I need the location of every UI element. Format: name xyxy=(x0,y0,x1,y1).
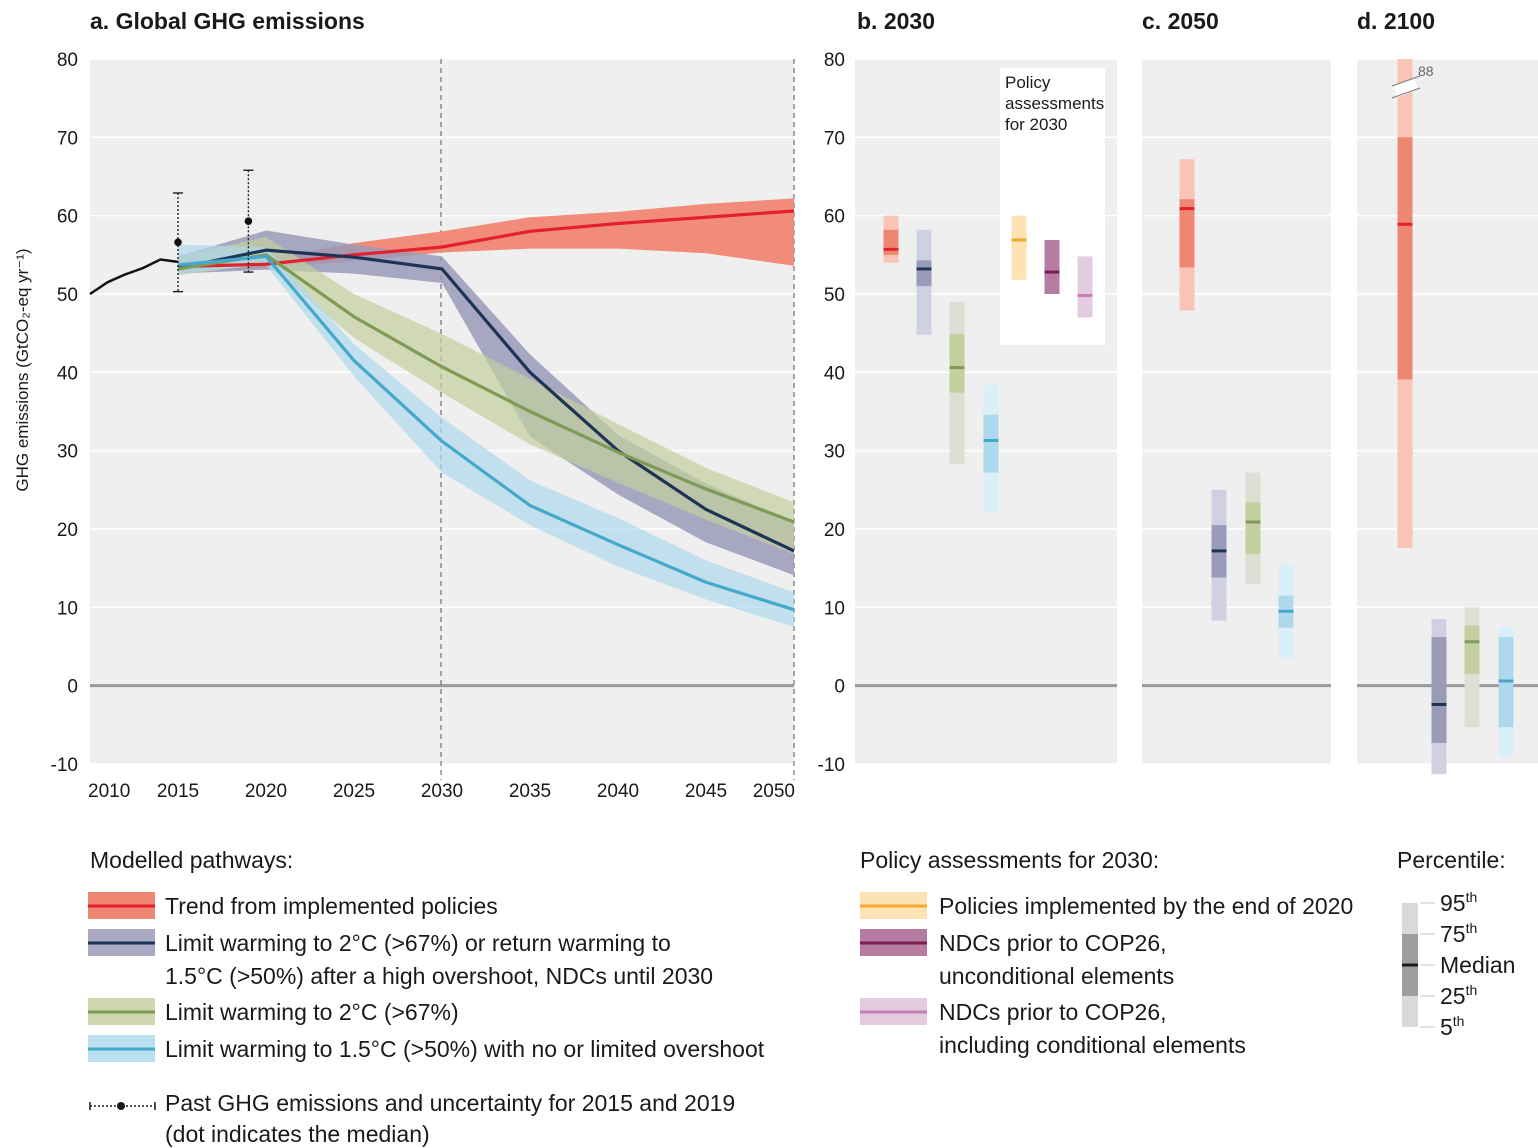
policy-label-orange: Policies implemented by the end of 2020 xyxy=(939,893,1353,919)
legend-label-blue: Limit warming to 1.5°C (>50%) with no or… xyxy=(165,1036,765,1062)
y-tick-label: 50 xyxy=(824,285,845,306)
historical-emissions-line xyxy=(89,258,179,296)
percentile-label: 75th xyxy=(1440,920,1477,947)
median-line-navy xyxy=(177,248,795,553)
break-value-label: 88 xyxy=(1418,63,1434,79)
percentile-boxes xyxy=(883,59,1514,775)
box-25-75-red xyxy=(1179,199,1195,268)
y-tick-label: 70 xyxy=(824,128,845,149)
percentile-label: 25th xyxy=(1440,982,1477,1009)
legend-label-red: Trend from implemented policies xyxy=(165,893,498,919)
panel-d-title: d. 2100 xyxy=(1357,8,1435,34)
policy-label-purple: NDCs prior to COP26, xyxy=(939,930,1167,956)
y-axis-label: GHG emissions (GtCO₂-eq yr⁻¹) xyxy=(13,248,32,491)
band-green xyxy=(178,236,794,555)
percentile-legend-title: Percentile: xyxy=(1397,847,1506,873)
y-tick-label: 30 xyxy=(57,442,78,463)
y-tick-label: 0 xyxy=(834,677,845,698)
median-line-blue xyxy=(177,254,795,612)
percentile-suffix: th xyxy=(1466,920,1478,936)
panel-a-title: a. Global GHG emissions xyxy=(90,8,365,34)
y-tick-label: 80 xyxy=(57,50,78,71)
y-tick-label: 0 xyxy=(67,677,78,698)
policy-box-line-3: for 2030 xyxy=(1005,115,1067,134)
percentile-suffix: th xyxy=(1453,1013,1465,1029)
y-tick-label: -10 xyxy=(51,755,78,776)
box-25-75-green xyxy=(1464,625,1480,674)
box-25-75-red xyxy=(1397,137,1413,380)
modelled-legend: Trend from implemented policies Limit war… xyxy=(88,892,765,1062)
policy-legend: Policies implemented by the end of 2020 N… xyxy=(860,892,1353,1058)
pathway-lines xyxy=(89,209,795,612)
past-legend-line-2: (dot indicates the median) xyxy=(165,1121,430,1147)
median-dot xyxy=(244,217,253,225)
policy-legend-title: Policy assessments for 2030: xyxy=(860,847,1159,873)
panel-b-title: b. 2030 xyxy=(857,8,935,34)
axis-break-mark xyxy=(1391,75,1421,99)
percentile-label: 5th xyxy=(1440,1013,1464,1040)
modelled-legend-title: Modelled pathways: xyxy=(90,847,293,873)
y-tick-label: 10 xyxy=(824,598,845,619)
policy-box-purple xyxy=(1044,239,1060,294)
x-tick-label: 2035 xyxy=(509,781,551,802)
box-25-75-red xyxy=(883,229,899,255)
legend-label-navy: 1.5°C (>50%) after a high overshoot, NDC… xyxy=(165,963,713,989)
past-emissions xyxy=(173,169,254,293)
box-25-75-green xyxy=(949,333,965,393)
legend-label-green: Limit warming to 2°C (>67%) xyxy=(165,999,459,1025)
x-tick-label: 2030 xyxy=(421,781,463,802)
box-25-75-green xyxy=(1245,502,1261,555)
median-dot xyxy=(174,238,182,247)
panel-c-background xyxy=(1142,59,1331,764)
policy-label-pink: including conditional elements xyxy=(939,1032,1246,1058)
x-tick-label: 2010 xyxy=(88,781,130,802)
percentile-suffix: th xyxy=(1466,982,1478,998)
box-25-75-navy xyxy=(1431,637,1447,743)
median-line-green xyxy=(177,253,795,524)
percentile-legend-labels: 95th 75th Median 25th 5th xyxy=(1440,889,1515,1040)
pathway-bands xyxy=(178,198,794,627)
y-tick-label: 20 xyxy=(57,520,78,541)
policy-box-orange xyxy=(1011,215,1027,280)
y-tick-label: 70 xyxy=(57,128,78,149)
box-25-75-navy xyxy=(916,260,932,287)
percentile-label: Median xyxy=(1440,952,1515,978)
band-blue xyxy=(178,244,794,627)
y-tick-label: 60 xyxy=(57,207,78,228)
box-25-75-blue xyxy=(983,414,999,473)
y-tick-label: 40 xyxy=(824,363,845,384)
x-tick-label: 2050 xyxy=(753,781,795,802)
percentile-label: 95th xyxy=(1440,889,1477,916)
percentile-legend-bar xyxy=(1402,902,1435,1028)
median-line-red xyxy=(177,209,795,269)
x-tick-label: 2015 xyxy=(157,781,199,802)
y-tick-label: 80 xyxy=(824,50,845,71)
policy-label-pink: NDCs prior to COP26, xyxy=(939,999,1167,1025)
y-tick-label: 50 xyxy=(57,285,78,306)
y-tick-label: 20 xyxy=(824,520,845,541)
policy-box-line-1: Policy xyxy=(1005,73,1051,92)
y-tick-label: 60 xyxy=(824,207,845,228)
policy-box-pink xyxy=(1077,256,1093,318)
x-tick-label: 2025 xyxy=(333,781,375,802)
y-tick-label: -10 xyxy=(818,755,845,776)
past-legend-symbol xyxy=(89,1102,156,1110)
policy-label-purple: unconditional elements xyxy=(939,963,1174,989)
panel-c-title: c. 2050 xyxy=(1142,8,1219,34)
x-tick-label: 2040 xyxy=(597,781,639,802)
policy-box-line-2: assessments xyxy=(1005,94,1104,113)
past-legend-line-1: Past GHG emissions and uncertainty for 2… xyxy=(165,1090,735,1116)
legend-label-navy: Limit warming to 2°C (>67%) or return wa… xyxy=(165,930,671,956)
x-tick-label: 2020 xyxy=(245,781,287,802)
panel-a-background xyxy=(90,59,794,764)
x-tick-label: 2045 xyxy=(685,781,727,802)
y-tick-label: 10 xyxy=(57,598,78,619)
y-tick-label: 40 xyxy=(57,363,78,384)
y-tick-label: 30 xyxy=(824,442,845,463)
percentile-suffix: th xyxy=(1466,889,1478,905)
